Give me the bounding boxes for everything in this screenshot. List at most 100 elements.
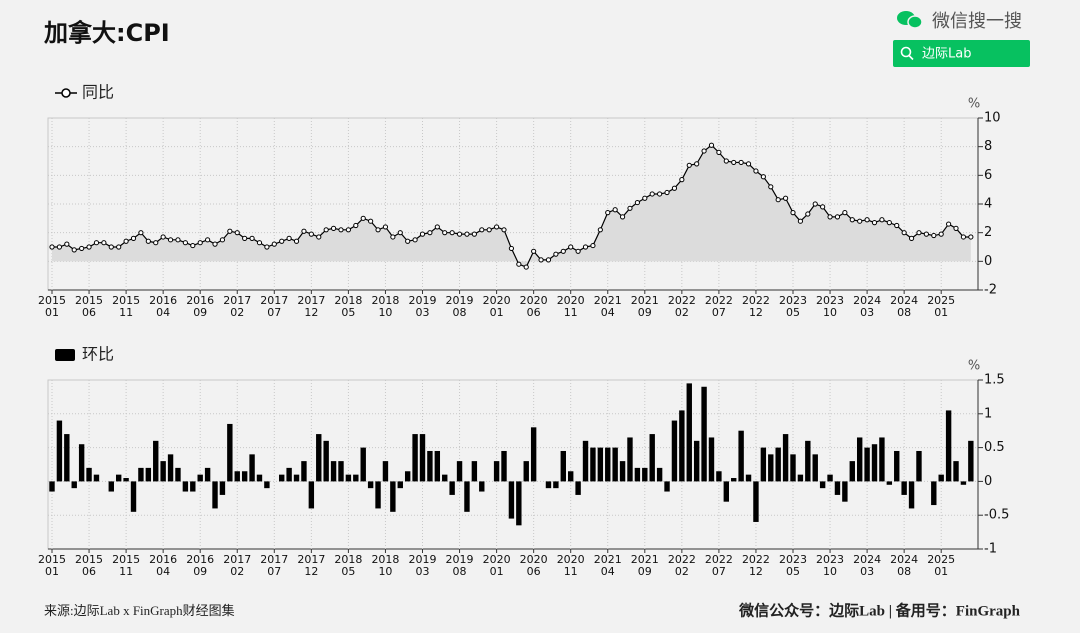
bar [775, 447, 781, 482]
x-tick-label: 2023 05 [779, 553, 807, 578]
point [946, 221, 952, 227]
point [575, 248, 581, 254]
search-button[interactable] [893, 40, 1030, 67]
bar [886, 481, 893, 485]
search-button-label[interactable]: 边际Lab [922, 47, 971, 62]
bar [419, 434, 426, 482]
source-note: 来源:边际Lab x FinGraph财经图集 [44, 603, 235, 618]
bar [197, 474, 203, 482]
point [234, 230, 240, 236]
point [590, 242, 596, 249]
point [857, 218, 863, 224]
bar [745, 474, 752, 482]
point [968, 234, 974, 240]
bar [108, 481, 114, 492]
bar [679, 410, 685, 482]
point [649, 191, 655, 197]
bar [819, 481, 826, 489]
x-tick-label: 2021 04 [593, 553, 622, 578]
point [627, 205, 633, 211]
bar [871, 444, 878, 482]
x-tick-label: 2024 03 [853, 294, 882, 319]
bar [649, 434, 655, 482]
x-tick-label: 2016 04 [149, 553, 178, 578]
point [434, 224, 440, 230]
x-tick-label: 2017 07 [260, 553, 289, 578]
x-tick-label: 2020 01 [482, 294, 511, 319]
point [479, 227, 485, 233]
bar [404, 471, 411, 482]
bar [345, 474, 352, 482]
x-tick-label: 2023 10 [816, 294, 845, 319]
plot-frame [47, 379, 979, 550]
bar [568, 471, 574, 482]
legend-marker [61, 88, 71, 98]
bar [664, 481, 670, 492]
x-tick-label: 2024 08 [890, 553, 919, 578]
point [182, 240, 188, 246]
point [197, 240, 203, 246]
legend-label: 环比 [82, 345, 114, 364]
x-tick-label: 2016 09 [186, 553, 215, 578]
bar [908, 481, 915, 509]
point [412, 237, 418, 243]
x-tick-label: 2018 10 [371, 553, 400, 578]
x-tick-label: 2017 07 [260, 294, 289, 319]
bar [849, 461, 855, 482]
y-tick-label: 0.5 [984, 440, 1005, 455]
point [664, 189, 670, 196]
bar [879, 437, 885, 482]
point [553, 251, 559, 257]
point [167, 237, 174, 243]
x-tick-label: 2017 12 [297, 553, 326, 578]
point [671, 185, 678, 191]
point [723, 158, 729, 164]
point [249, 235, 255, 241]
point [56, 244, 63, 250]
bar [508, 481, 515, 519]
point [308, 231, 314, 237]
point [523, 264, 529, 270]
bar [130, 481, 137, 512]
y-tick-label: 4 [984, 197, 992, 212]
bar [716, 471, 722, 482]
bar [738, 430, 744, 482]
point [116, 244, 122, 250]
point [368, 218, 374, 224]
x-tick-label: 2020 06 [519, 553, 548, 578]
bar [323, 440, 329, 482]
x-tick-label: 2017 02 [223, 294, 252, 319]
bar [834, 481, 841, 495]
point [279, 238, 285, 244]
bar [619, 461, 626, 482]
point [397, 230, 403, 236]
bar [412, 434, 418, 482]
bar [693, 440, 700, 482]
point [531, 248, 537, 254]
point [760, 174, 766, 180]
bar [219, 481, 226, 495]
x-tick-label: 2015 01 [38, 294, 66, 319]
x-tick-label: 2022 07 [704, 294, 733, 319]
bar [360, 447, 366, 482]
y-tick-label: 10 [984, 111, 1001, 126]
x-tick-label: 2020 11 [556, 294, 585, 319]
bar [701, 386, 707, 482]
point [790, 210, 796, 216]
y-tick-label: 8 [984, 139, 992, 154]
point [842, 210, 848, 216]
point [101, 240, 107, 246]
bar [686, 383, 692, 482]
bar [456, 461, 463, 482]
bar [293, 474, 300, 482]
bar [968, 440, 974, 482]
point [716, 149, 722, 155]
x-tick-label: 2015 01 [38, 553, 66, 578]
bar [530, 427, 537, 482]
bar [308, 481, 315, 509]
bar [590, 447, 596, 482]
point [145, 238, 151, 244]
y-tick-label: -1 [984, 542, 997, 557]
point [708, 142, 715, 148]
